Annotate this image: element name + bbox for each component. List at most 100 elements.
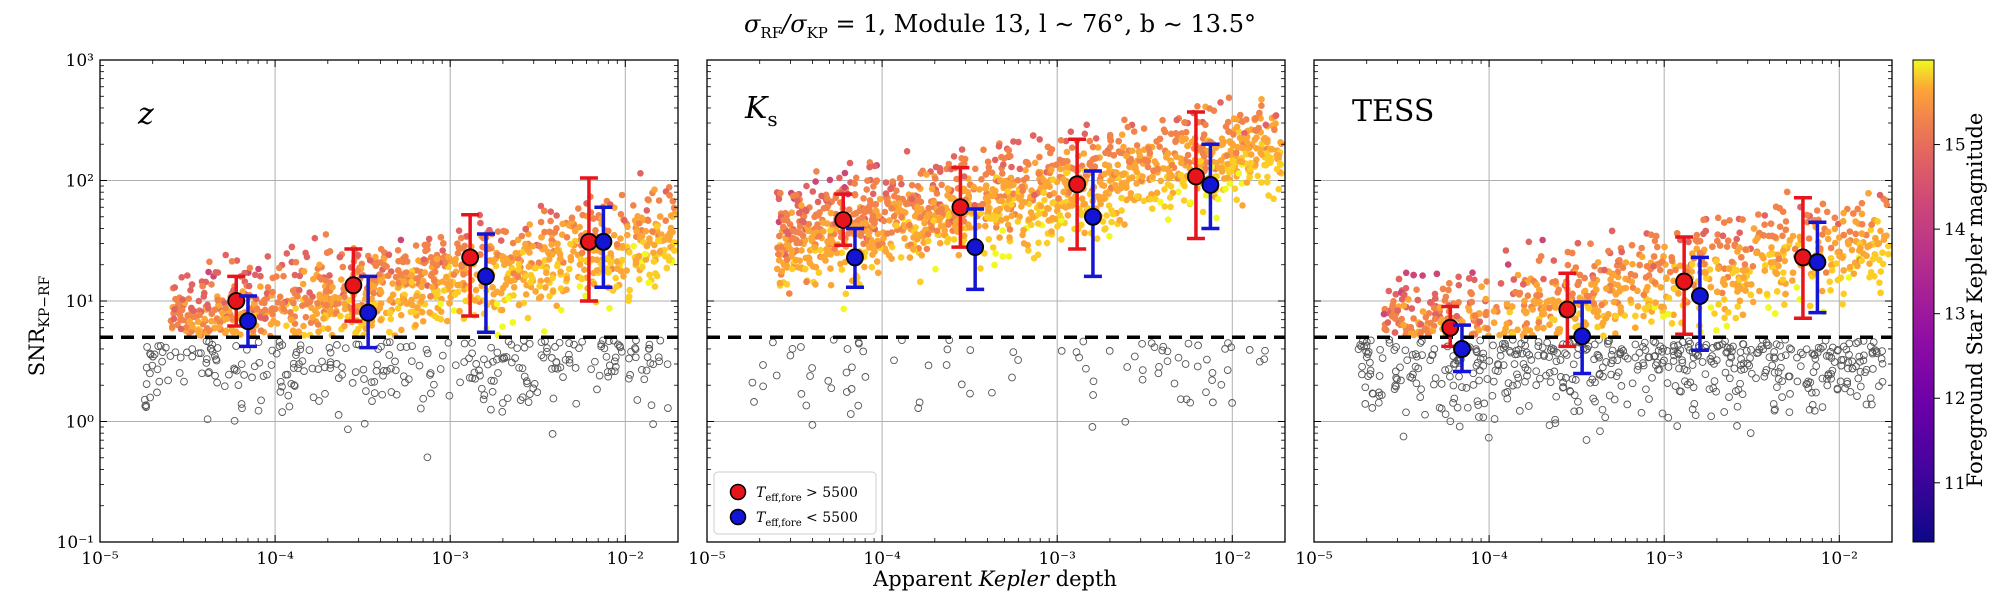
- scatter-point: [610, 231, 618, 239]
- scatter-point: [377, 277, 384, 284]
- scatter-point: [1244, 139, 1251, 146]
- below-threshold-point: [626, 371, 634, 379]
- below-threshold-point: [362, 387, 370, 395]
- below-threshold-point: [1805, 405, 1814, 414]
- below-threshold-point: [1861, 368, 1869, 377]
- below-threshold-point: [204, 369, 213, 377]
- scatter-point: [945, 212, 952, 220]
- scatter-point: [1029, 132, 1037, 139]
- below-threshold-point: [1671, 382, 1680, 390]
- below-threshold-point: [423, 349, 432, 358]
- scatter-point: [1831, 225, 1839, 233]
- scatter-point: [1693, 245, 1700, 253]
- below-threshold-point: [1411, 362, 1420, 371]
- scatter-point: [394, 297, 402, 305]
- below-threshold-point: [772, 371, 781, 380]
- below-threshold-point: [1574, 397, 1582, 406]
- scatter-point: [421, 269, 429, 276]
- below-threshold-point: [1479, 413, 1488, 422]
- scatter-point: [541, 328, 548, 335]
- scatter-point: [1726, 217, 1733, 224]
- scatter-point: [921, 219, 928, 227]
- scatter-point: [1741, 261, 1749, 268]
- scatter-point: [1145, 144, 1152, 152]
- scatter-point: [1490, 307, 1498, 315]
- scatter-point: [1263, 149, 1271, 157]
- scatter-point: [1147, 195, 1154, 203]
- below-threshold-point: [1506, 348, 1515, 357]
- scatter-point: [960, 232, 968, 239]
- below-threshold-point: [334, 411, 343, 419]
- scatter-point: [1270, 195, 1277, 203]
- scatter-point: [666, 192, 673, 199]
- scatter-point: [999, 227, 1006, 234]
- scatter-point: [1101, 161, 1109, 168]
- scatter-point: [1782, 218, 1790, 225]
- scatter-point: [989, 244, 997, 251]
- below-threshold-point: [656, 336, 665, 345]
- below-threshold-point: [507, 358, 516, 367]
- scatter-point: [990, 192, 998, 199]
- scatter-point: [827, 281, 835, 289]
- below-threshold-point: [1742, 346, 1751, 355]
- below-threshold-point: [1824, 371, 1833, 380]
- below-threshold-point: [401, 378, 409, 387]
- below-threshold-point: [1709, 384, 1718, 392]
- scatter-point: [431, 312, 438, 320]
- below-threshold-point: [1009, 348, 1018, 356]
- scatter-point: [1840, 290, 1847, 298]
- below-threshold-point: [498, 399, 507, 407]
- below-threshold-point: [503, 394, 512, 403]
- scatter-point: [950, 153, 958, 160]
- scatter-point: [287, 309, 294, 316]
- below-threshold-point: [1651, 338, 1660, 347]
- below-threshold-point: [1562, 351, 1571, 359]
- below-threshold-point: [631, 353, 640, 362]
- below-threshold-point: [142, 403, 150, 411]
- x-tick-label: 10⁻²: [1214, 549, 1251, 569]
- scatter-point: [1711, 310, 1718, 317]
- below-threshold-point: [150, 350, 159, 359]
- scatter-point: [617, 235, 624, 242]
- scatter-point: [636, 276, 643, 283]
- scatter-point: [512, 249, 519, 257]
- scatter-point: [866, 197, 874, 204]
- scatter-point: [430, 277, 438, 284]
- scatter-point: [541, 207, 548, 215]
- below-threshold-point: [1483, 375, 1492, 383]
- below-threshold-point: [344, 425, 352, 434]
- scatter-point: [1227, 139, 1234, 147]
- scatter-point: [1221, 175, 1228, 182]
- scatter-point: [377, 259, 384, 266]
- below-threshold-point: [1368, 404, 1377, 412]
- scatter-point: [1008, 212, 1015, 220]
- below-threshold-point: [1878, 377, 1887, 386]
- scatter-point: [775, 257, 783, 264]
- below-threshold-point: [1596, 427, 1604, 436]
- below-threshold-point: [644, 344, 653, 353]
- scatter-point: [1408, 305, 1416, 312]
- below-threshold-point: [1123, 363, 1132, 371]
- scatter-point: [930, 199, 937, 206]
- scatter-point: [255, 265, 262, 273]
- scatter-point: [1622, 259, 1630, 266]
- scatter-point: [1828, 261, 1835, 269]
- scatter-point: [925, 237, 932, 245]
- scatter-point: [796, 239, 804, 246]
- below-threshold-point: [1399, 432, 1408, 441]
- scatter-point: [632, 260, 640, 267]
- scatter-point: [408, 278, 416, 286]
- scatter-point: [836, 174, 843, 182]
- scatter-point: [578, 249, 586, 257]
- scatter-point: [639, 263, 646, 271]
- scatter-point: [514, 273, 522, 281]
- below-threshold-point: [515, 363, 523, 372]
- below-threshold-point: [250, 362, 259, 371]
- panel-ks: 10⁻⁵ 10⁻⁴ 10⁻³ 10⁻² Ks: [688, 59, 1286, 569]
- scatter-point: [1675, 290, 1682, 297]
- below-threshold-point: [468, 374, 477, 382]
- scatter-point: [551, 229, 559, 236]
- y-tick-label: 10⁰: [66, 413, 95, 433]
- below-threshold-point: [1375, 372, 1384, 380]
- scatter-point: [1721, 296, 1728, 303]
